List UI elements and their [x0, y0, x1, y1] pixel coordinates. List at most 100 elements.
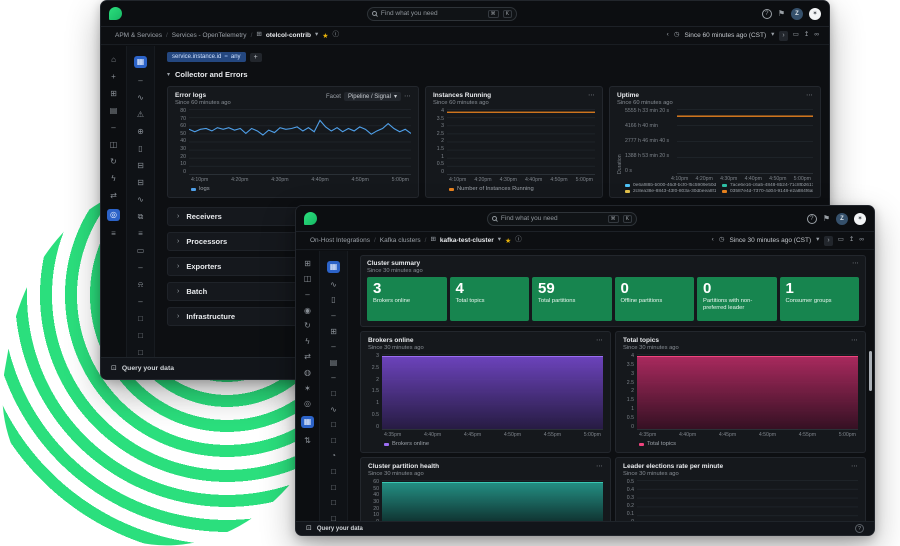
forward-chevron-button[interactable]: ›	[779, 31, 787, 41]
share-icon[interactable]: ↥	[804, 32, 809, 39]
sidebar-icon[interactable]: ϟ	[111, 175, 115, 183]
news-icon[interactable]: ⚑	[823, 215, 830, 223]
favorite-star-icon[interactable]: ★	[505, 237, 511, 245]
panel-menu-icon[interactable]: ⋯	[404, 93, 411, 100]
plot-area[interactable]	[447, 109, 595, 175]
panel-menu-icon[interactable]: ⋯	[806, 92, 813, 99]
stat-total-partitions[interactable]: 59 Total partitions	[532, 277, 612, 321]
breadcrumb-item[interactable]: Services - OpenTelemetry	[172, 32, 247, 39]
comment-icon[interactable]: ▭	[793, 32, 799, 39]
user-avatar[interactable]: Z	[791, 8, 803, 20]
help-icon[interactable]: ?	[855, 524, 864, 533]
sidebar-icon[interactable]: –	[305, 291, 309, 299]
plot-area[interactable]	[189, 109, 411, 175]
breadcrumb-item[interactable]: Kafka clusters	[380, 237, 421, 244]
legend[interactable]: Brokers online	[368, 439, 603, 449]
comment-icon[interactable]: ▭	[838, 237, 844, 244]
sidebar-icon[interactable]: ↻	[304, 322, 311, 330]
sidebar-icon[interactable]: ◫	[304, 275, 312, 283]
dashboard-icon-selected[interactable]: ▦	[134, 56, 148, 68]
breadcrumb-current[interactable]: kafka-test-cluster	[440, 237, 494, 244]
stat-nonpreferred-partitions[interactable]: 0 Partitions with non-preferred leader	[697, 277, 777, 321]
back-chevron-icon[interactable]: ‹	[667, 32, 669, 39]
sidebar-icon[interactable]: –	[138, 77, 142, 85]
assistant-avatar-icon[interactable]: ✶	[854, 213, 866, 225]
sidebar-icon[interactable]: ◫	[110, 141, 118, 149]
sidebar-icon[interactable]: ϟ	[305, 338, 309, 346]
plot-area[interactable]	[382, 480, 603, 521]
sidebar-icon[interactable]: □	[331, 484, 336, 492]
back-chevron-icon[interactable]: ‹	[712, 237, 714, 244]
news-icon[interactable]: ⚑	[778, 10, 785, 18]
sidebar-icon[interactable]: □	[331, 468, 336, 476]
sidebar-icon[interactable]: ⊟	[137, 179, 144, 187]
sidebar-icon[interactable]: □	[138, 332, 143, 340]
sidebar-icon[interactable]: ⊕	[137, 128, 144, 136]
panel-menu-icon[interactable]: ⋯	[596, 463, 603, 470]
sidebar-icon[interactable]: □	[331, 390, 336, 398]
help-icon[interactable]: ?	[762, 9, 772, 19]
panel-menu-icon[interactable]: ⋯	[851, 463, 858, 470]
info-icon[interactable]: ⓘ	[515, 237, 522, 244]
panel-menu-icon[interactable]: ⋯	[851, 337, 858, 344]
plot-area[interactable]	[677, 109, 813, 174]
sidebar-icon[interactable]: ⚠	[137, 111, 144, 119]
target-icon-selected[interactable]: ◎	[107, 209, 120, 221]
dashboard-icon-selected[interactable]: ▦	[301, 416, 315, 428]
link-icon[interactable]: ∞	[814, 32, 819, 39]
legend[interactable]: 0e6af88b-b000-46df-bcf0-f5c5909e50dc 7ac…	[617, 183, 813, 194]
sidebar-icon[interactable]: ◉	[304, 307, 311, 315]
sidebar-icon[interactable]: +	[111, 73, 116, 81]
favorite-star-icon[interactable]: ★	[322, 32, 328, 40]
plot-area[interactable]	[382, 354, 603, 430]
sidebar-icon[interactable]: ◎	[304, 400, 311, 408]
sidebar-icon[interactable]: ∿	[137, 94, 144, 102]
section-header[interactable]: ▾ Collector and Errors	[167, 70, 821, 79]
sidebar-icon[interactable]: ∿	[330, 406, 337, 414]
query-bar[interactable]: ⊡ Query your data ?	[296, 521, 874, 535]
stat-total-topics[interactable]: 4 Total topics	[450, 277, 530, 321]
stat-brokers-online[interactable]: 3 Brokers online	[367, 277, 447, 321]
breadcrumb-current[interactable]: otelcol-contrib	[266, 32, 311, 39]
sidebar-icon[interactable]: ≡	[138, 230, 143, 238]
sidebar-icon[interactable]: –	[138, 298, 142, 306]
sidebar-icon[interactable]: ∿	[330, 281, 337, 289]
plot-area[interactable]	[637, 354, 858, 430]
sidebar-icon[interactable]: –	[331, 312, 335, 320]
dashboard-icon-selected[interactable]: ▦	[327, 261, 341, 273]
sidebar-icon[interactable]: ⊞	[110, 90, 117, 98]
sidebar-icon[interactable]: ◍	[304, 369, 311, 377]
sidebar-icon[interactable]: –	[331, 374, 335, 382]
panel-menu-icon[interactable]: ⋯	[596, 337, 603, 344]
filter-chip[interactable]: service.instance.id = any	[167, 52, 246, 62]
sidebar-icon[interactable]: □	[331, 421, 336, 429]
forward-chevron-button[interactable]: ›	[824, 236, 832, 246]
sidebar-icon[interactable]: ✶	[304, 385, 311, 393]
time-range-picker[interactable]: Since 30 minutes ago (CST)	[729, 237, 811, 244]
grafana-logo-icon[interactable]	[109, 7, 122, 20]
sidebar-icon[interactable]: ⇄	[110, 192, 117, 200]
legend[interactable]: logs	[175, 184, 411, 194]
plot-area[interactable]	[637, 480, 858, 521]
scrollbar[interactable]	[869, 351, 872, 391]
link-icon[interactable]: ∞	[859, 237, 864, 244]
panel-menu-icon[interactable]: ⋯	[588, 92, 595, 99]
sidebar-icon[interactable]: ▤	[330, 359, 338, 367]
legend[interactable]: Total topics	[623, 439, 858, 449]
add-filter-button[interactable]: +	[250, 53, 262, 62]
share-icon[interactable]: ↥	[849, 237, 854, 244]
sidebar-icon[interactable]: □	[138, 349, 143, 357]
sidebar-icon[interactable]: ▯	[331, 296, 335, 304]
sidebar-icon[interactable]: ↻	[110, 158, 117, 166]
help-icon[interactable]: ?	[807, 214, 817, 224]
legend[interactable]: Number of Instances Running	[433, 184, 595, 194]
stat-consumer-groups[interactable]: 1 Consumer groups	[780, 277, 860, 321]
chevron-down-icon[interactable]: ▾	[498, 237, 501, 244]
stat-offline-partitions[interactable]: 0 Offline partitions	[615, 277, 695, 321]
sidebar-icon[interactable]: –	[111, 124, 115, 132]
sidebar-icon[interactable]: □	[331, 499, 336, 507]
chevron-down-icon[interactable]: ▾	[315, 32, 318, 39]
sidebar-icon[interactable]: ⍾	[138, 281, 143, 289]
user-avatar[interactable]: Z	[836, 213, 848, 225]
panel-menu-icon[interactable]: ⋯	[852, 260, 859, 267]
